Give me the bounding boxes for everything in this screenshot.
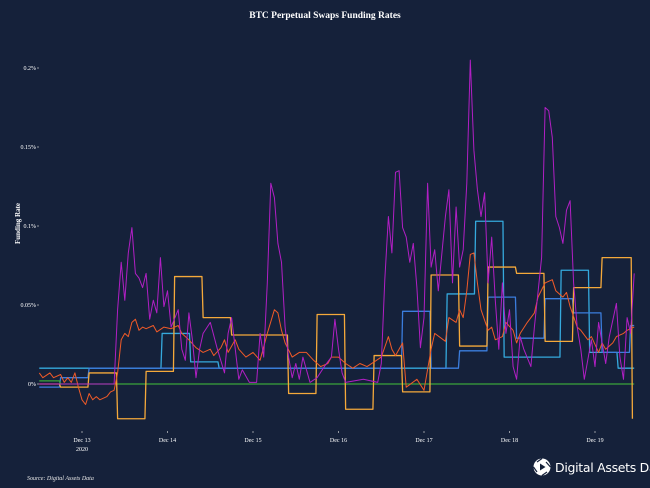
- series-line-3: [39, 256, 634, 420]
- x-tick-label: Dec 19: [586, 438, 603, 444]
- x-tick-label: Dec 15: [244, 438, 261, 444]
- x-tick-label: Dec 17: [415, 438, 432, 444]
- y-tick-label: 0%: [28, 382, 36, 388]
- series-line-5: [39, 59, 635, 385]
- x-tick-label: Dec 16: [330, 438, 347, 444]
- x-axis: Dec 13 2020 Dec 14 Dec 15 Dec 16 Dec 17 Dec 18…: [73, 431, 604, 453]
- y-axis: 0% 0.05% 0.1% 0.15% 0.2%: [21, 66, 39, 388]
- brand-logo: Digital Assets Data: [533, 458, 650, 476]
- x-tick-label: Dec 13: [73, 438, 90, 444]
- series-group: [38, 59, 635, 420]
- x-tick-label: Dec 18: [501, 438, 518, 444]
- chart-title: BTC Perpetual Swaps Funding Rates: [249, 11, 401, 21]
- x-tick-label: Dec 14: [159, 438, 176, 444]
- logo-play-icon: [533, 458, 551, 476]
- y-tick-label: 0.15%: [21, 145, 37, 151]
- logo-text: Digital Assets Data: [555, 459, 650, 475]
- y-tick-label: 0.05%: [21, 303, 37, 309]
- source-note: Source: Digital Assets Data: [27, 476, 94, 482]
- series-line-2: [39, 380, 635, 385]
- y-tick-label: 0.1%: [24, 224, 37, 230]
- series-line-4: [38, 252, 635, 405]
- x-tick-year: 2020: [76, 447, 88, 453]
- y-tick-label: 0.2%: [24, 66, 37, 72]
